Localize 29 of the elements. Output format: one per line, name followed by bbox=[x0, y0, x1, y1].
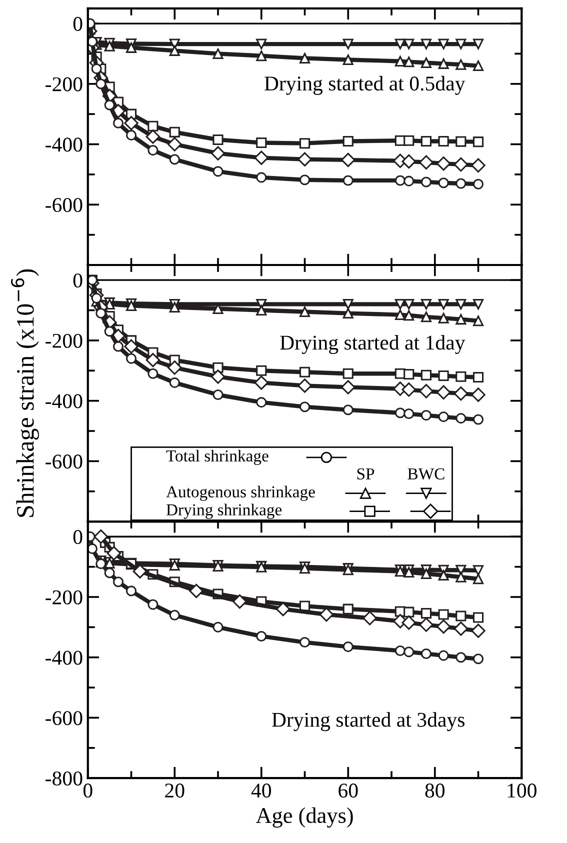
y-tick-label: -200 bbox=[46, 334, 82, 348]
y-tick-label: 0 bbox=[73, 16, 82, 31]
y-tick-label: -400 bbox=[46, 394, 82, 408]
y-tick-label: -200 bbox=[46, 590, 82, 604]
y-tick-label: -800 bbox=[46, 771, 82, 786]
annotation: BWC bbox=[408, 468, 444, 480]
x-tick-label: 100 bbox=[508, 784, 536, 798]
y-tick-label: -600 bbox=[46, 454, 82, 469]
annotation: SP bbox=[357, 468, 374, 480]
y-tick-label: -400 bbox=[46, 138, 82, 152]
annotation: Drying started at 0.5day bbox=[264, 76, 466, 95]
x-tick-label: 80 bbox=[425, 784, 445, 798]
y-axis-title: Shrinkage strain (x10$^{−6}$) bbox=[11, 269, 39, 517]
x-tick-label: 20 bbox=[165, 784, 184, 798]
x-tick-label: 60 bbox=[338, 784, 358, 798]
y-tick-label: -600 bbox=[46, 198, 82, 212]
annotation: Total shrinkage bbox=[166, 450, 268, 465]
annotation: Drying started at 3days bbox=[272, 712, 464, 732]
annotation: Drying started at 1day bbox=[280, 335, 466, 354]
y-tick-label: 0 bbox=[73, 273, 82, 288]
y-tick-label: -200 bbox=[46, 77, 82, 92]
annotation: Autogenous shrinkage bbox=[166, 486, 315, 501]
x-tick-label: 40 bbox=[251, 784, 272, 798]
x-axis-title: Age (days) bbox=[256, 807, 353, 828]
y-tick-label: -600 bbox=[46, 711, 82, 726]
y-tick-label: -400 bbox=[46, 650, 82, 665]
x-tick-label: 0 bbox=[83, 784, 92, 798]
y-tick-label: 0 bbox=[73, 530, 82, 544]
annotation: Drying shrinkage bbox=[166, 504, 282, 519]
